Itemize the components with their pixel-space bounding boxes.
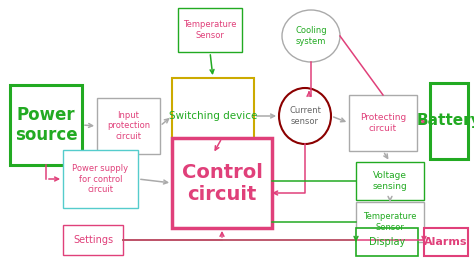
FancyBboxPatch shape — [97, 98, 160, 154]
FancyBboxPatch shape — [356, 202, 424, 242]
Text: Settings: Settings — [73, 235, 113, 245]
Text: Protecting
circuit: Protecting circuit — [360, 113, 406, 133]
Text: Alarms: Alarms — [424, 237, 468, 247]
FancyBboxPatch shape — [424, 228, 468, 256]
Text: Voltage
sensing: Voltage sensing — [373, 171, 407, 191]
FancyBboxPatch shape — [172, 138, 272, 228]
Text: Switching device: Switching device — [169, 111, 257, 121]
Text: Cooling
system: Cooling system — [295, 26, 327, 46]
FancyBboxPatch shape — [356, 228, 418, 256]
FancyBboxPatch shape — [63, 150, 138, 208]
FancyBboxPatch shape — [178, 8, 242, 52]
Text: Display: Display — [369, 237, 405, 247]
FancyBboxPatch shape — [63, 225, 123, 255]
FancyBboxPatch shape — [172, 78, 254, 154]
Text: Battery: Battery — [417, 114, 474, 128]
FancyBboxPatch shape — [430, 83, 468, 159]
Text: Power supply
for control
circuit: Power supply for control circuit — [73, 164, 128, 194]
Text: Temperature
Sensor: Temperature Sensor — [363, 212, 417, 232]
Text: Control
circuit: Control circuit — [182, 163, 263, 203]
Text: Input
protection
circuit: Input protection circuit — [107, 111, 150, 141]
Ellipse shape — [282, 10, 340, 62]
FancyBboxPatch shape — [349, 95, 417, 151]
Text: Power
source: Power source — [15, 106, 77, 144]
Ellipse shape — [279, 88, 331, 144]
Text: Temperature
Sensor: Temperature Sensor — [183, 20, 237, 40]
FancyBboxPatch shape — [10, 85, 82, 165]
Text: Current
sensor: Current sensor — [289, 106, 321, 126]
FancyBboxPatch shape — [356, 162, 424, 200]
